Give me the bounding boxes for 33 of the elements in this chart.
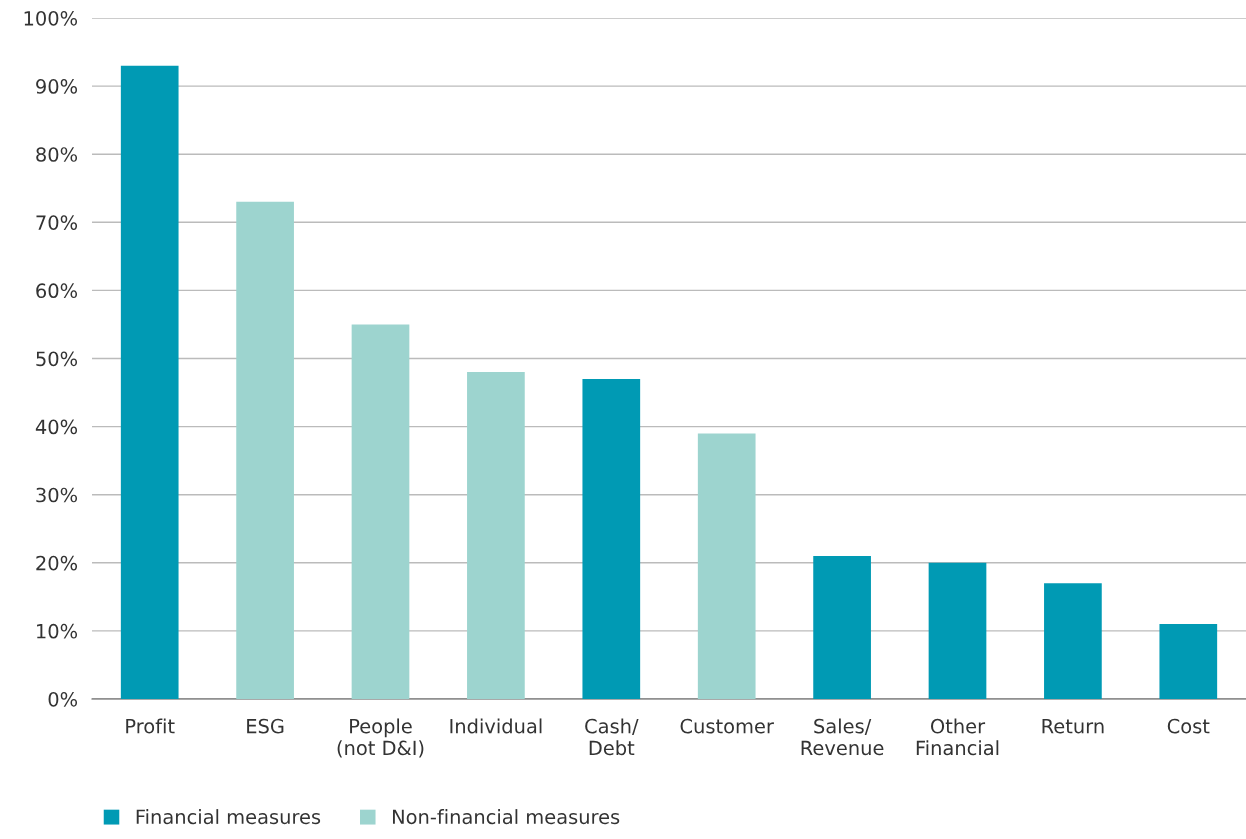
bar	[236, 201, 294, 699]
y-tick-label: 10%	[37, 623, 78, 639]
y-tick-label: 20%	[36, 555, 78, 571]
x-tick-label: Cost	[1167, 718, 1210, 734]
y-tick-label: 40%	[35, 419, 78, 435]
bar	[1044, 583, 1102, 699]
x-tick-label: Cash/ Debt	[585, 718, 639, 756]
y-tick-label: 50%	[36, 351, 78, 367]
y-tick-label: 100%	[24, 10, 78, 26]
y-tick-label: 70%	[36, 215, 78, 230]
bar	[467, 372, 525, 699]
x-tick-label: Return	[1042, 719, 1104, 734]
x-tick-label: Profit	[126, 718, 175, 734]
y-tick-label: 0%	[48, 691, 78, 707]
legend-label: Financial measures	[136, 809, 321, 825]
bar	[928, 562, 987, 699]
x-tick-label: People (not D&I)	[337, 718, 424, 758]
x-tick-label: Individual	[450, 718, 542, 734]
x-tick-label: ESG	[247, 718, 284, 734]
x-tick-label: Other Financial	[916, 718, 999, 756]
y-tick-label: 60%	[36, 283, 78, 299]
bar	[697, 433, 756, 699]
x-tick-label: Customer	[680, 718, 774, 734]
bar	[120, 65, 179, 699]
bar	[582, 378, 641, 699]
y-tick-label: 80%	[36, 147, 78, 162]
x-tick-label: Sales/ Revenue	[801, 718, 884, 756]
y-tick-label: 90%	[36, 79, 78, 94]
bar	[351, 324, 410, 699]
bar	[813, 555, 871, 699]
bar	[1159, 624, 1218, 699]
y-tick-label: 30%	[36, 487, 78, 503]
legend-label: Non-financial measures	[393, 809, 620, 825]
